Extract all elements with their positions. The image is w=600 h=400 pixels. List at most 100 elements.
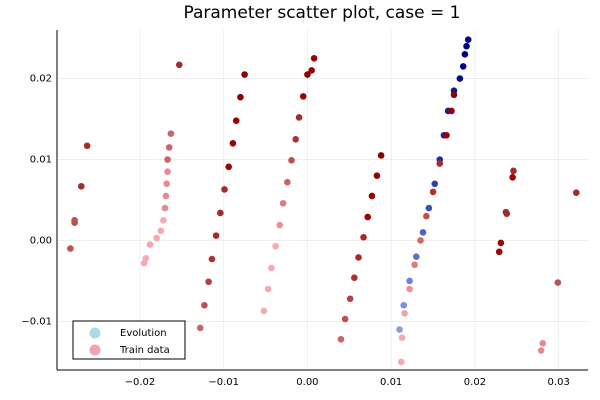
point	[164, 156, 171, 163]
point	[456, 75, 464, 82]
point	[464, 36, 472, 44]
point	[377, 152, 385, 159]
x-tick-label: 0.02	[464, 377, 486, 388]
point	[162, 192, 170, 200]
point	[346, 295, 354, 303]
legend-marker	[89, 344, 101, 356]
point	[411, 261, 418, 269]
point	[232, 117, 240, 124]
point	[397, 358, 405, 366]
point	[450, 91, 458, 99]
point	[237, 93, 244, 101]
point	[83, 142, 91, 150]
point	[299, 93, 307, 100]
point	[146, 241, 154, 248]
point	[71, 216, 78, 224]
point	[276, 221, 284, 229]
point	[264, 285, 272, 293]
point	[205, 278, 212, 286]
point	[279, 199, 287, 207]
y-tick-label: 0.01	[30, 155, 52, 166]
point	[429, 188, 437, 196]
point	[304, 71, 311, 78]
point	[310, 55, 318, 62]
point	[368, 192, 376, 200]
point	[308, 67, 315, 74]
point	[221, 186, 228, 193]
point	[373, 172, 381, 180]
point	[284, 178, 291, 186]
point	[153, 234, 160, 242]
point	[463, 42, 470, 50]
x-tick-label: 0.03	[548, 377, 570, 388]
x-tick-label: −0.02	[125, 377, 156, 388]
point	[572, 189, 580, 197]
point	[459, 63, 467, 70]
point	[208, 255, 216, 263]
point	[419, 229, 427, 236]
point	[241, 71, 248, 78]
point	[161, 204, 169, 212]
point	[406, 277, 413, 285]
point	[510, 167, 517, 175]
point	[165, 144, 173, 151]
x-tick-label: 0.01	[380, 377, 402, 388]
point	[360, 233, 367, 241]
legend-marker	[89, 327, 101, 339]
point	[260, 307, 268, 315]
point	[461, 50, 469, 58]
point	[425, 204, 433, 212]
point	[537, 347, 545, 354]
point	[67, 245, 74, 252]
point	[413, 253, 420, 260]
series	[396, 36, 472, 333]
point	[396, 326, 403, 333]
point	[364, 213, 372, 221]
point	[406, 285, 413, 293]
point	[217, 209, 224, 217]
point	[292, 135, 299, 143]
point	[495, 248, 503, 256]
point	[539, 339, 547, 347]
point	[401, 310, 408, 317]
point	[295, 114, 303, 121]
point	[436, 160, 444, 167]
point	[167, 130, 175, 137]
point	[157, 227, 165, 235]
point	[398, 334, 406, 341]
point	[554, 279, 562, 286]
point	[341, 315, 349, 323]
point	[160, 216, 167, 224]
point	[163, 180, 171, 188]
point	[164, 168, 171, 175]
point	[196, 324, 204, 332]
point	[351, 274, 358, 282]
y-tick-label: 0.00	[30, 235, 52, 246]
point	[225, 163, 232, 171]
point	[142, 254, 150, 262]
point	[417, 237, 424, 244]
chart-title: Parameter scatter plot, case = 1	[184, 3, 461, 23]
point	[509, 174, 516, 181]
point	[337, 335, 345, 343]
point	[503, 210, 511, 218]
legend-label: Train data	[119, 345, 170, 356]
y-tick-label: 0.02	[30, 74, 52, 85]
point	[272, 242, 279, 250]
x-tick-label: 0.00	[296, 377, 318, 388]
point	[175, 61, 183, 69]
point	[288, 157, 295, 164]
point	[400, 301, 408, 309]
point	[77, 182, 85, 190]
y-tick-label: −0.01	[21, 316, 52, 327]
point	[229, 140, 237, 147]
point	[448, 107, 455, 115]
point	[201, 301, 208, 309]
point	[423, 212, 430, 220]
legend-label: Evolution	[120, 328, 167, 339]
point	[443, 131, 450, 139]
series	[67, 55, 580, 366]
point	[355, 254, 362, 261]
point	[268, 264, 275, 272]
x-tick-label: −0.01	[208, 377, 239, 388]
